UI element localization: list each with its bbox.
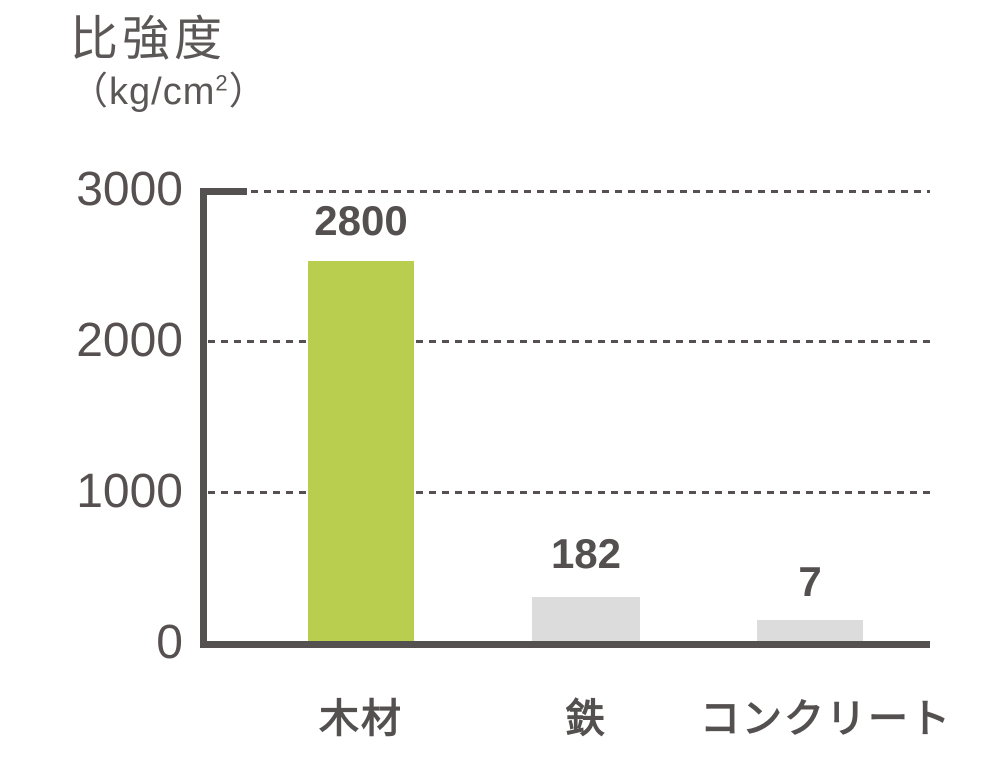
unit-post: ） [228, 71, 268, 113]
chart-title: 比強度 [70, 13, 227, 66]
chart-unit-label: （kg/cm2） [70, 68, 268, 116]
bar-wood [308, 261, 414, 641]
ytick-label-3000: 3000 [76, 163, 183, 216]
ytick-label-1000: 1000 [76, 465, 183, 518]
bar-concrete [757, 620, 863, 641]
value-label-iron: 182 [550, 530, 622, 577]
ytick-label-2000: 2000 [76, 314, 183, 367]
y-axis-top-tick [200, 188, 247, 195]
value-label-concrete: 7 [798, 558, 822, 605]
category-label-concrete: コンクリート [700, 697, 952, 741]
category-label-wood: 木材 [319, 697, 403, 741]
gridline-2000 [208, 340, 930, 343]
unit-superscript: 2 [215, 70, 229, 96]
value-label-wood: 2800 [314, 197, 408, 244]
x-axis-line [200, 641, 930, 648]
y-axis-line [200, 188, 207, 648]
chart-title-block: 比強度 （kg/cm2） [70, 12, 268, 116]
bar-iron [532, 597, 640, 641]
ytick-label-0: 0 [156, 616, 183, 669]
unit-pre: （kg/cm [70, 71, 216, 113]
gridline-1000 [208, 491, 930, 494]
gridline-3000 [251, 190, 930, 193]
category-label-iron: 鉄 [565, 697, 607, 741]
